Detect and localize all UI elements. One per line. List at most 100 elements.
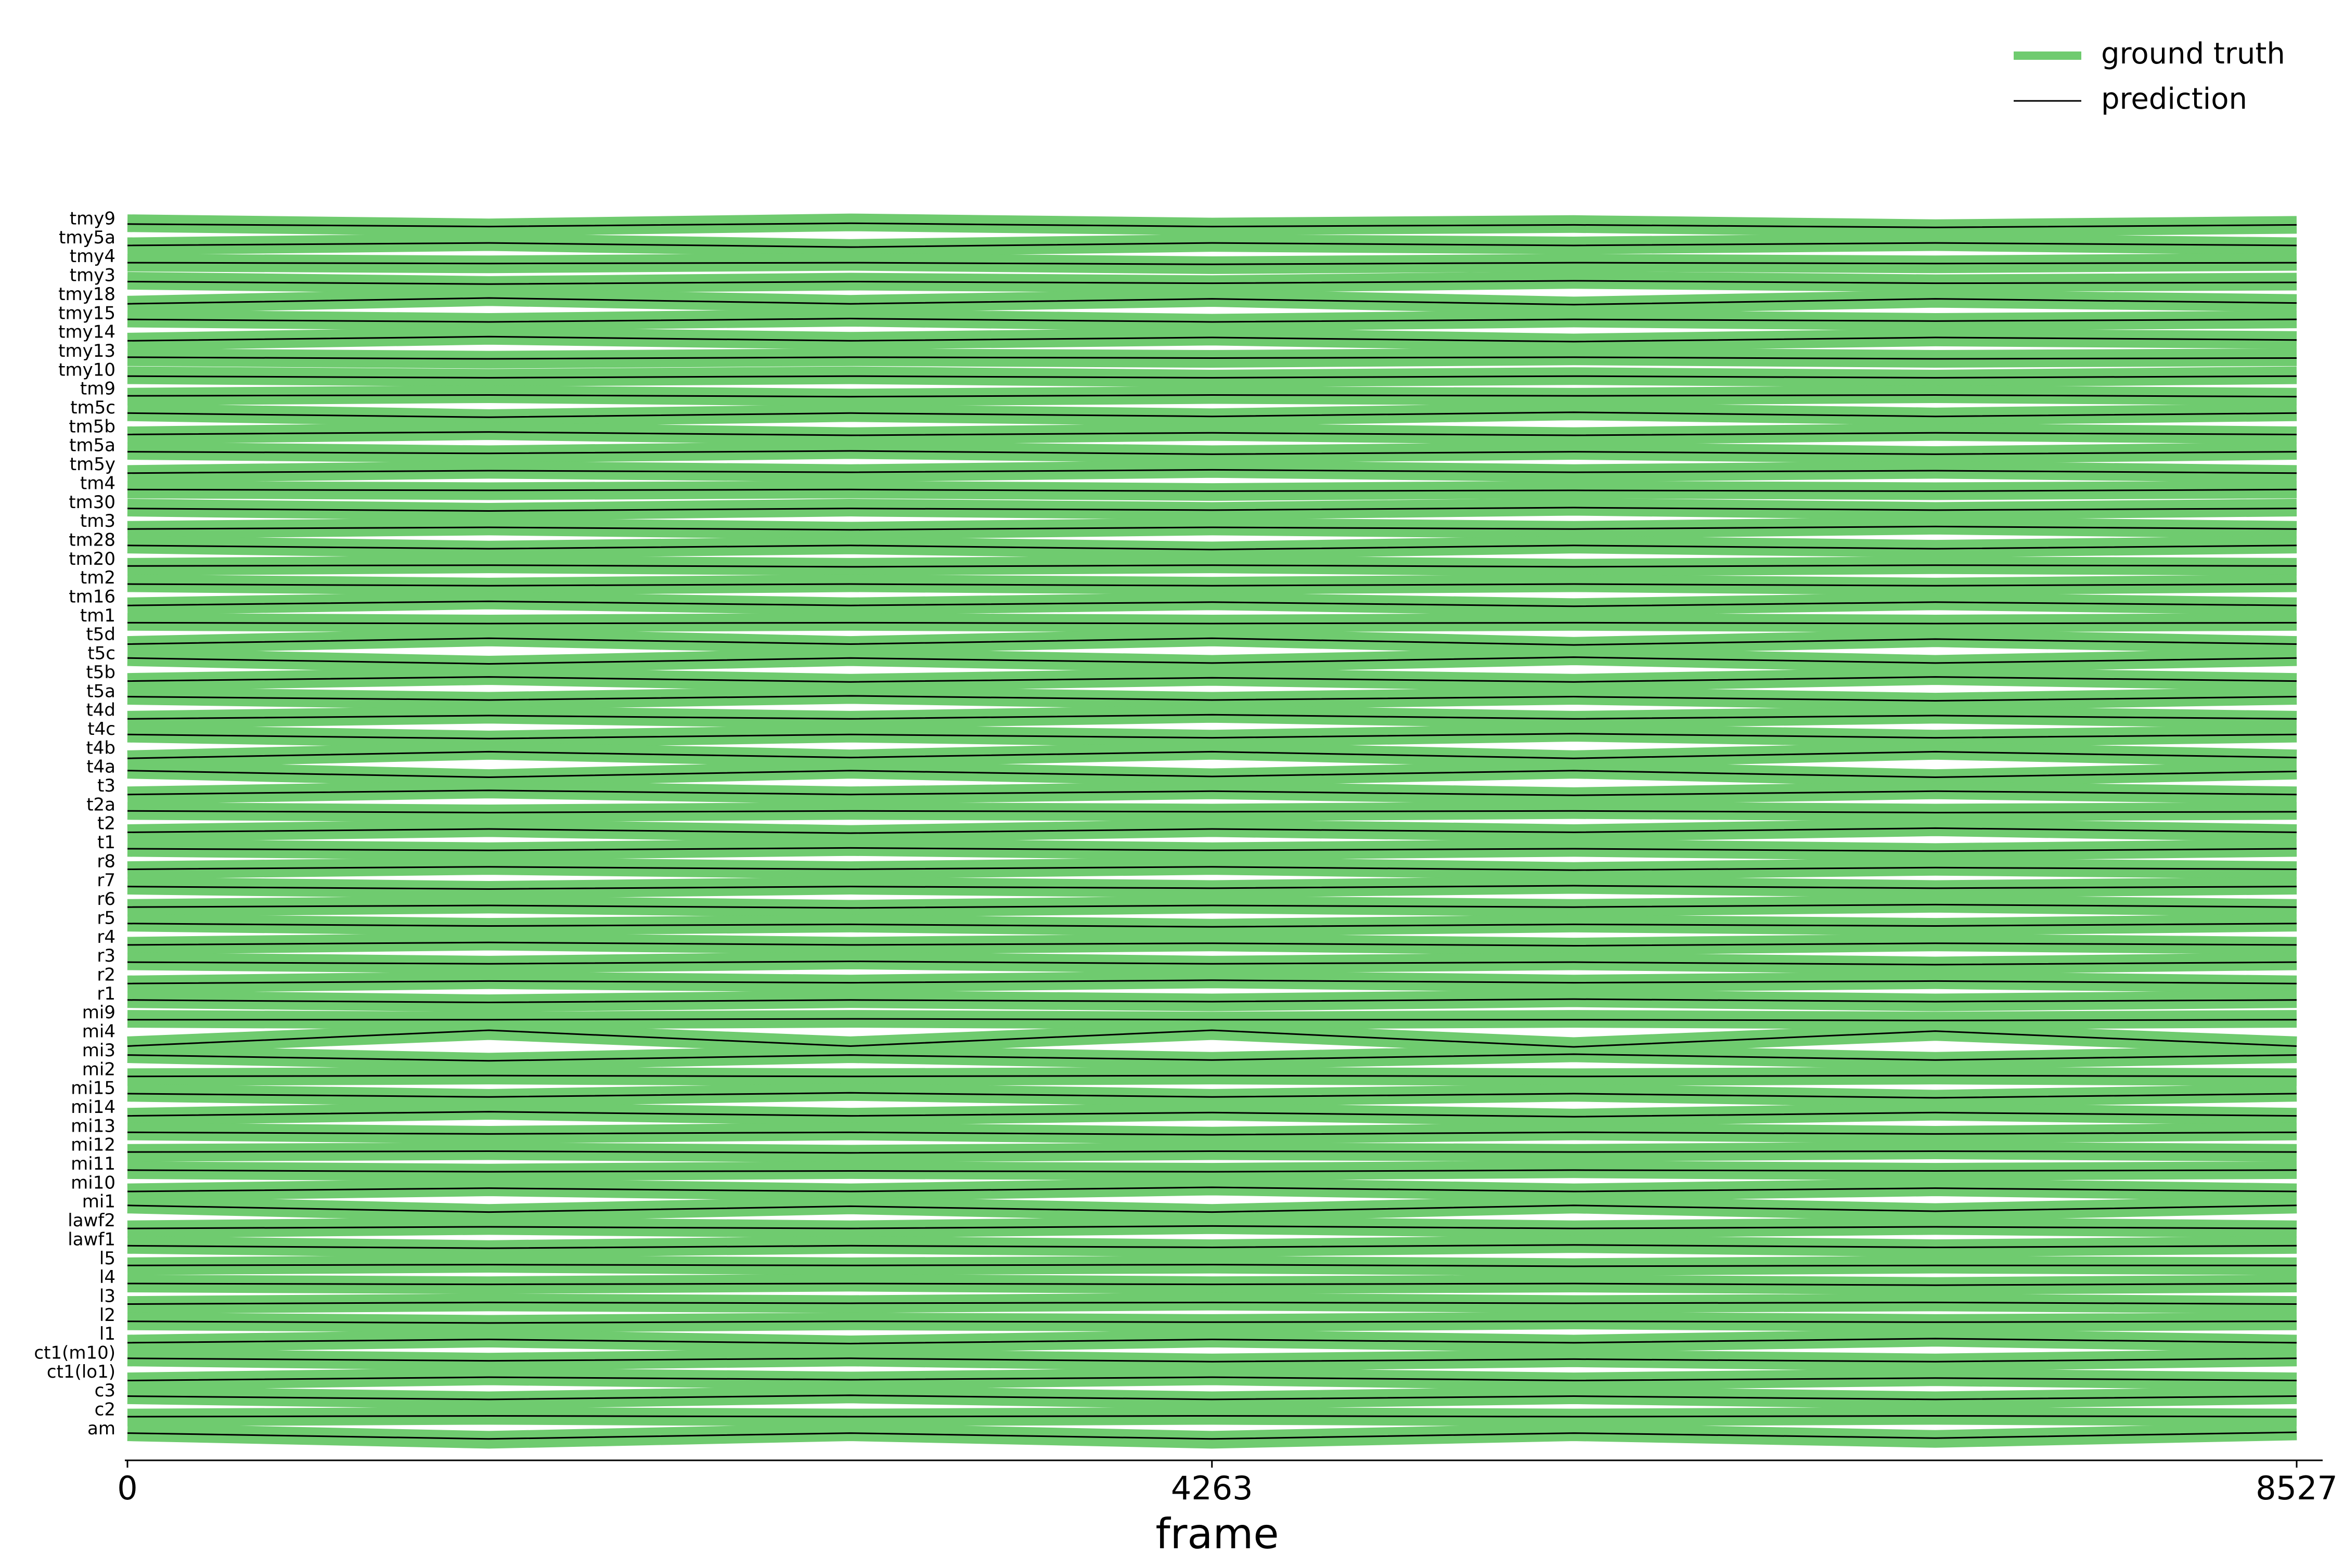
ground-truth-trace	[127, 1022, 2297, 1055]
prediction-trace	[127, 695, 2297, 702]
row-label: tmy14	[58, 322, 115, 343]
row-label: l4	[99, 1267, 115, 1288]
ground-truth-trace	[127, 253, 2297, 274]
prediction-trace	[127, 545, 2297, 551]
row-label: t5a	[86, 681, 115, 702]
prediction-trace	[127, 1376, 2297, 1382]
ground-truth-trace	[127, 951, 2297, 975]
ground-truth-trace	[127, 705, 2297, 729]
row-label: ct1(m10)	[34, 1343, 115, 1364]
prediction-trace	[127, 242, 2297, 248]
row-label: t2	[97, 813, 115, 834]
prediction-trace	[127, 1111, 2297, 1118]
prediction-trace	[127, 1204, 2297, 1213]
prediction-trace	[127, 394, 2297, 398]
row-label: c2	[95, 1399, 115, 1420]
row-label: lawf1	[68, 1229, 115, 1250]
row-label: l5	[99, 1248, 115, 1269]
legend-label: ground truth	[2101, 37, 2285, 71]
prediction-trace	[127, 733, 2297, 740]
ground-truth-trace	[127, 1122, 2297, 1145]
prediction-trace	[127, 262, 2297, 265]
ground-truth-trace	[127, 647, 2297, 674]
ground-truth-trace	[127, 1083, 2297, 1108]
prediction-trace	[127, 810, 2297, 813]
row-label: t2a	[86, 794, 115, 815]
ground-truth-trace	[127, 724, 2297, 748]
prediction-trace	[127, 297, 2297, 306]
row-label: mi12	[71, 1135, 115, 1156]
row-label: c3	[95, 1380, 115, 1401]
prediction-trace	[127, 600, 2297, 607]
prediction-trace	[127, 656, 2297, 665]
ground-truth-trace	[127, 1177, 2297, 1201]
prediction-trace	[127, 941, 2297, 947]
row-label: tmy3	[70, 265, 115, 286]
row-label: tm5b	[69, 416, 115, 437]
ground-truth-trace	[127, 781, 2297, 805]
prediction-trace	[127, 1282, 2297, 1286]
prediction-trace	[127, 885, 2297, 890]
ground-truth-trace	[127, 1235, 2297, 1258]
x-tick-label: 8527	[2256, 1469, 2338, 1507]
ground-truth-trace	[127, 1044, 2297, 1071]
row-label: tm4	[80, 473, 115, 494]
row-label: tmy18	[58, 284, 115, 305]
prediction-trace	[127, 525, 2297, 531]
row-label: mi11	[71, 1154, 115, 1174]
ground-truth-trace	[127, 667, 2297, 692]
prediction-trace	[127, 903, 2297, 909]
ground-truth-trace	[127, 1312, 2297, 1333]
row-label: l1	[99, 1324, 115, 1344]
ground-truth-trace	[127, 838, 2297, 861]
row-label: t4a	[86, 757, 115, 777]
row-label: tmy4	[70, 246, 115, 267]
row-label: r2	[97, 965, 115, 986]
row-label: tm3	[80, 511, 115, 532]
row-label: r6	[97, 889, 115, 910]
row-label: mi9	[82, 1002, 115, 1023]
row-label: r3	[97, 945, 115, 966]
row-label: t4d	[86, 700, 115, 721]
row-label: mi2	[82, 1059, 115, 1080]
prediction-trace	[127, 335, 2297, 343]
prediction-trace	[127, 1150, 2297, 1154]
prediction-trace	[127, 583, 2297, 587]
prediction-trace	[127, 280, 2297, 285]
row-label: tm5c	[70, 397, 115, 418]
ground-truth-trace	[127, 1274, 2297, 1295]
prediction-trace	[127, 1074, 2297, 1078]
ground-truth-trace	[127, 686, 2297, 711]
row-label: am	[87, 1418, 115, 1439]
row-label: tmy10	[58, 359, 115, 380]
row-label: tm9	[80, 379, 115, 399]
row-label: r4	[97, 927, 115, 948]
row-label: mi4	[82, 1021, 115, 1042]
row-label: mi15	[71, 1078, 115, 1099]
prediction-trace	[127, 1186, 2297, 1193]
prediction-trace	[127, 621, 2297, 625]
prediction-trace	[127, 1338, 2297, 1344]
ground-truth-trace	[127, 818, 2297, 843]
row-label: lawf2	[68, 1210, 115, 1231]
prediction-trace	[127, 960, 2297, 966]
prediction-trace	[127, 1394, 2297, 1401]
ground-truth-trace	[127, 970, 2297, 993]
row-label: tm30	[69, 492, 115, 513]
ground-truth-trace	[127, 1367, 2297, 1391]
ground-truth-trace	[127, 761, 2297, 787]
row-label: tmy9	[70, 209, 115, 229]
prediction-trace	[127, 1431, 2297, 1440]
legend-label: prediction	[2101, 82, 2247, 116]
ground-truth-trace	[127, 989, 2297, 1013]
row-label: tm28	[69, 529, 115, 550]
ground-truth-trace	[127, 1422, 2297, 1449]
row-label: l3	[99, 1286, 115, 1306]
row-label: l2	[99, 1305, 115, 1326]
ground-truth-trace	[127, 1102, 2297, 1126]
prediction-trace	[127, 827, 2297, 834]
row-label: tmy13	[58, 341, 115, 361]
prediction-trace	[127, 469, 2297, 474]
prediction-trace	[127, 318, 2297, 323]
